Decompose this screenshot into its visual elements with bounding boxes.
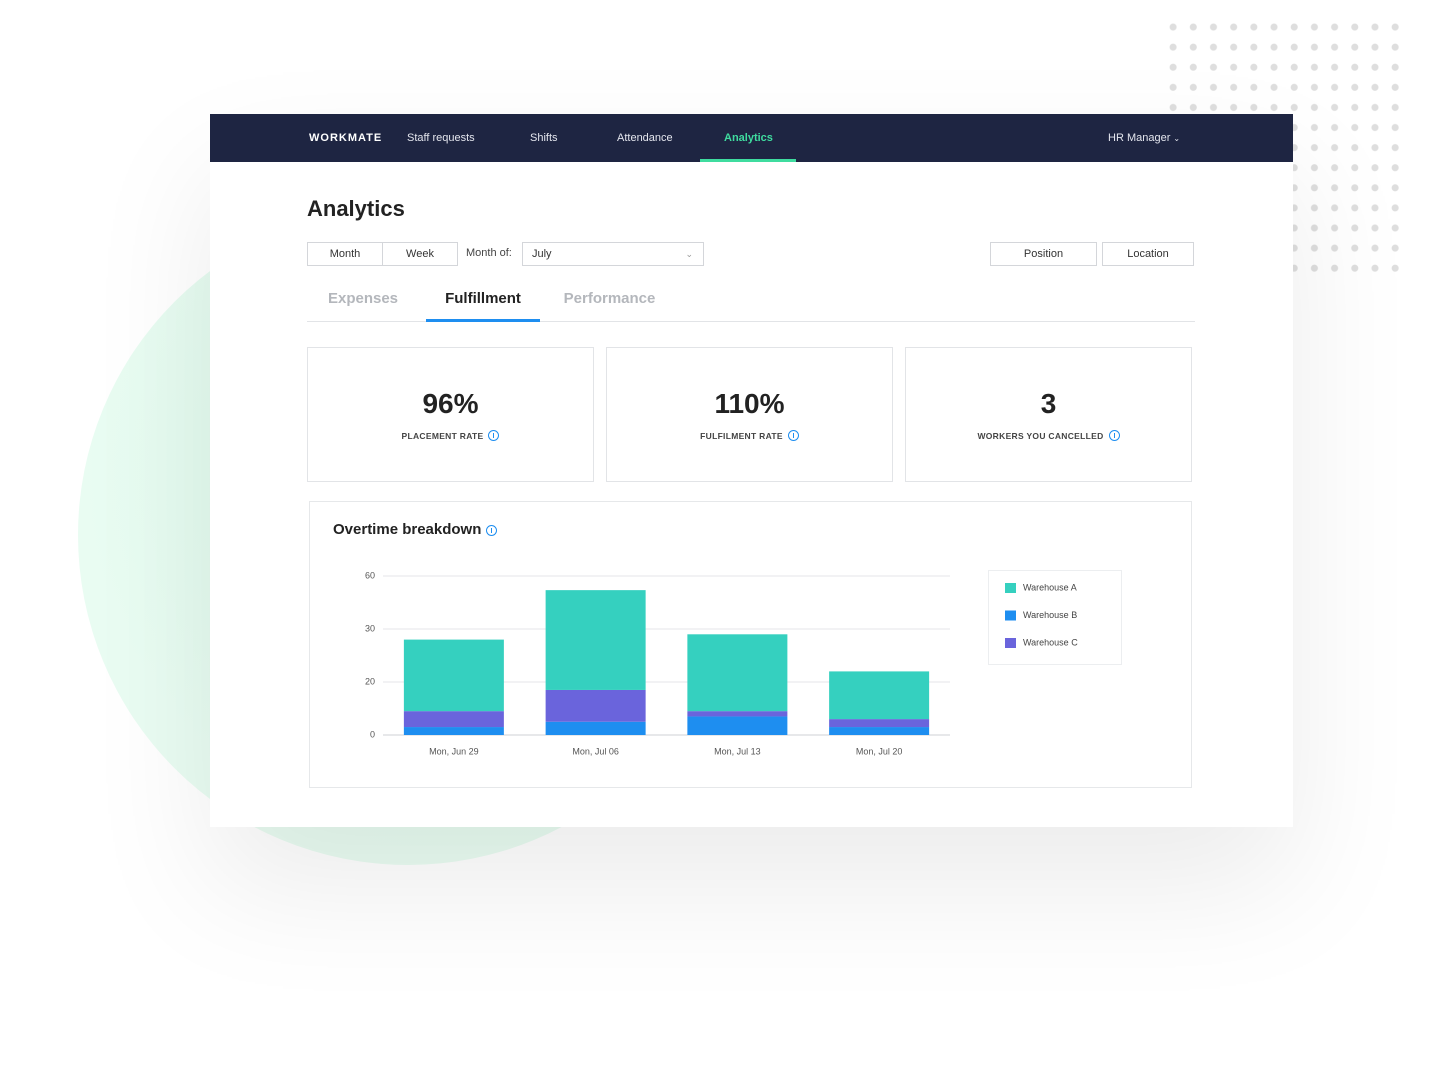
kpi-value: 3 [1040, 388, 1057, 419]
kpi-value: 96% [422, 388, 479, 419]
y-tick-label: 60 [365, 570, 375, 580]
bar-segment [829, 719, 930, 728]
tab-divider [307, 321, 1195, 322]
legend-swatch [1005, 638, 1016, 648]
kpi-card: 110% FULFILMENT RATE [606, 347, 893, 482]
chart: 0 20 30 60 Mon, Jun 29 Mon, Jul 06 Mon, Jul 13… [365, 570, 1078, 756]
kpi-card: 3 WORKERS YOU CANCELLED [905, 347, 1192, 482]
chart-title-wrap: Overtime breakdown [333, 521, 498, 538]
user-name[interactable]: HR Manager [1108, 132, 1171, 144]
bar-segment [687, 634, 788, 712]
legend-swatch [1005, 610, 1016, 621]
kpi-label: WORKERS YOU CANCELLED [977, 431, 1104, 441]
x-tick-label: Mon, Jul 20 [856, 746, 903, 756]
period-button[interactable]: Month [307, 242, 383, 266]
month-select[interactable]: July ⌄ [522, 242, 704, 266]
tab[interactable]: Expenses [327, 290, 399, 307]
bar-segment [403, 727, 504, 735]
period-button[interactable]: Week [382, 242, 458, 266]
y-tick-label: 30 [365, 623, 375, 633]
y-tick-label: 0 [370, 729, 375, 739]
bar-segment [403, 639, 504, 712]
legend-swatch [1005, 583, 1016, 593]
brand[interactable]: WORKMATE [309, 132, 383, 144]
legend-box [988, 570, 1122, 665]
chart-title: Overtime breakdown [333, 521, 482, 538]
bar-segment [545, 689, 646, 722]
bar-segment [829, 671, 930, 720]
info-icon[interactable] [787, 430, 799, 441]
info-icon[interactable] [488, 430, 500, 441]
kpi-label: FULFILMENT RATE [700, 431, 783, 441]
tab[interactable]: Performance [563, 290, 656, 307]
nav-active-underline [700, 159, 796, 162]
nav-item[interactable]: Shifts [530, 132, 558, 144]
x-tick-label: Mon, Jul 06 [572, 746, 619, 756]
nav-item[interactable]: Analytics [724, 132, 773, 144]
bar-segment [829, 727, 930, 735]
month-value[interactable]: July [532, 248, 552, 260]
legend-label: Warehouse C [1023, 637, 1078, 647]
kpi-label-wrap: PLACEMENT RATE [308, 430, 593, 441]
bar-segment [687, 716, 788, 735]
kpi-card: 96% PLACEMENT RATE [307, 347, 594, 482]
legend-label: Warehouse A [1023, 582, 1077, 592]
bar-segment [403, 711, 504, 728]
month-label: Month of: [466, 247, 512, 259]
page-title: Analytics [307, 196, 405, 221]
bar-segment [545, 590, 646, 690]
navbar [210, 114, 1293, 162]
info-icon[interactable] [486, 525, 498, 536]
kpi-label-wrap: FULFILMENT RATE [607, 430, 892, 441]
x-tick-label: Mon, Jun 29 [429, 746, 479, 756]
nav-item[interactable]: Attendance [617, 132, 673, 144]
x-tick-label: Mon, Jul 13 [714, 746, 761, 756]
chart-card [309, 501, 1192, 788]
bar-segment [687, 711, 788, 717]
kpi-value: 110% [714, 388, 785, 419]
kpi-label-wrap: WORKERS YOU CANCELLED [906, 430, 1191, 441]
nav-item[interactable]: Staff requests [407, 132, 475, 144]
tab-underline [426, 319, 540, 322]
bar-segment [545, 721, 646, 735]
kpi-label: PLACEMENT RATE [401, 431, 484, 441]
filter-button[interactable]: Location [1102, 242, 1194, 266]
tab[interactable]: Fulfillment [445, 290, 521, 307]
info-icon[interactable] [1108, 430, 1120, 441]
y-tick-label: 20 [365, 676, 375, 686]
filter-button[interactable]: Position [990, 242, 1097, 266]
user-menu[interactable]: HR Manager ⌄ [1108, 132, 1181, 144]
legend-label: Warehouse B [1023, 610, 1077, 620]
